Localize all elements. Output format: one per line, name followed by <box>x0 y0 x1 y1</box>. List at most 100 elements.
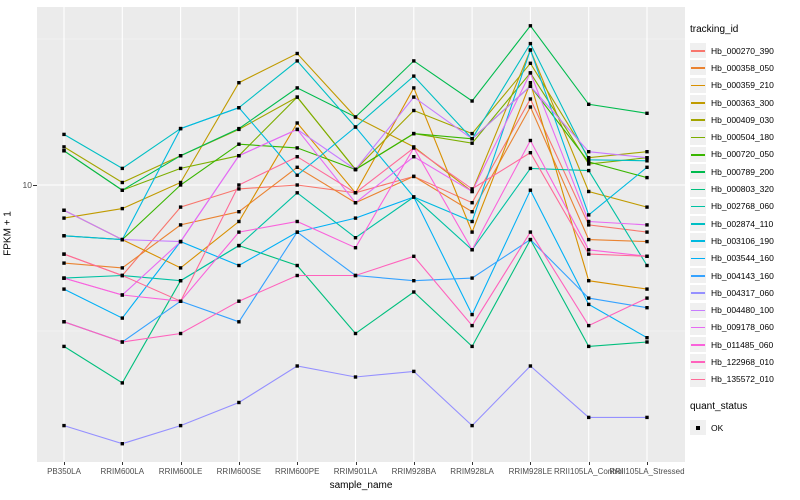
data-point-marker <box>237 187 241 191</box>
legend-entry-Hb_000803_320: Hb_000803_320 <box>690 180 800 197</box>
data-point-marker <box>120 442 124 446</box>
legend-entry-Hb_000270_390: Hb_000270_390 <box>690 42 800 59</box>
data-point-marker <box>178 223 183 227</box>
data-point-marker <box>645 205 649 209</box>
data-point-marker <box>470 219 474 224</box>
data-point-marker <box>295 146 299 150</box>
line-swatch-icon <box>690 337 706 353</box>
data-point-marker <box>120 206 124 211</box>
legend-entry-Hb_009178_060: Hb_009178_060 <box>690 319 800 336</box>
data-point-marker <box>470 423 474 428</box>
data-point-marker <box>587 252 591 256</box>
legend-entry-label: Hb_000720_050 <box>711 149 774 160</box>
data-point-marker <box>178 126 183 131</box>
data-point-marker <box>645 296 649 300</box>
x-tick <box>413 462 415 465</box>
x-tick <box>472 462 474 465</box>
line-swatch-icon <box>690 250 706 266</box>
data-point-marker <box>178 266 183 270</box>
data-point-marker <box>470 99 474 103</box>
data-point-marker <box>470 210 474 214</box>
data-point-marker <box>62 423 66 428</box>
data-point-marker <box>412 195 416 199</box>
data-point-marker <box>295 59 299 63</box>
legend-entry-label: Hb_009178_060 <box>711 322 774 333</box>
data-point-marker <box>528 97 533 101</box>
x-tick-label: RRIM901LA <box>333 467 378 476</box>
data-point-marker <box>353 331 358 336</box>
data-point-marker <box>237 154 241 158</box>
x-tick-label: RRIM928LA <box>450 467 494 476</box>
line-swatch-icon <box>690 198 706 214</box>
data-point-marker <box>62 261 66 265</box>
legend-entry-Hb_004317_060: Hb_004317_060 <box>690 284 800 301</box>
x-tick <box>64 462 65 465</box>
data-point-marker <box>528 230 533 234</box>
data-point-marker <box>470 276 474 280</box>
legend-entry-Hb_011485_060: Hb_011485_060 <box>690 336 800 353</box>
data-point-marker <box>353 201 358 205</box>
data-point-marker <box>587 237 591 242</box>
data-point-marker <box>412 155 416 159</box>
data-point-marker <box>295 191 299 195</box>
data-point-marker <box>62 145 66 149</box>
line-swatch-icon <box>690 112 706 128</box>
data-point-marker <box>120 381 124 385</box>
x-tick-label: RRII105LA_Stressed <box>609 467 685 476</box>
data-point-marker <box>295 121 299 125</box>
data-point-marker <box>178 423 183 428</box>
line-swatch-icon <box>690 302 706 318</box>
data-point-marker <box>587 168 591 173</box>
legend-panel: tracking_id Hb_000270_390 Hb_000358_050 Hb… <box>690 24 800 436</box>
data-point-marker <box>587 150 591 154</box>
data-point-marker <box>295 183 299 187</box>
data-point-marker <box>353 125 358 129</box>
data-point-marker <box>645 175 649 180</box>
line-swatch-icon <box>690 371 706 387</box>
data-point-marker <box>353 191 358 195</box>
data-point-marker <box>62 252 66 256</box>
data-point-marker <box>237 320 241 324</box>
data-point-marker <box>587 162 591 166</box>
line-swatch-icon <box>690 60 706 76</box>
legend-entry-label: Hb_000358_050 <box>711 62 774 73</box>
data-point-marker <box>237 142 241 146</box>
data-point-marker <box>587 156 591 160</box>
data-point-marker <box>237 219 241 224</box>
data-point-marker <box>528 61 533 65</box>
legend-quant-status: quant_status OK <box>690 401 800 436</box>
data-point-marker <box>295 95 299 99</box>
line-swatch-icon <box>690 233 706 249</box>
line-swatch-icon <box>690 181 706 197</box>
data-point-marker <box>120 293 124 297</box>
data-point-marker <box>237 81 241 85</box>
legend-title-tracking-id: tracking_id <box>690 24 739 35</box>
data-point-marker <box>178 331 183 336</box>
data-point-marker <box>528 81 533 85</box>
data-point-marker <box>470 248 474 252</box>
data-point-marker <box>645 223 649 227</box>
data-point-marker <box>295 263 299 268</box>
legend-entries: Hb_000270_390 Hb_000358_050 Hb_000359_210 H… <box>690 42 800 388</box>
legend-entry-Hb_000504_180: Hb_000504_180 <box>690 128 800 145</box>
data-point-marker <box>470 312 474 317</box>
data-point-marker <box>587 279 591 283</box>
x-tick-label: RRIM928BA <box>391 467 437 476</box>
legend-entry-Hb_000720_050: Hb_000720_050 <box>690 146 800 163</box>
data-point-marker <box>645 306 649 310</box>
data-point-marker <box>587 160 591 164</box>
x-tick-label: PB350LA <box>47 467 81 476</box>
data-point-marker <box>645 336 649 340</box>
data-point-marker <box>645 254 649 258</box>
data-point-marker <box>237 400 241 405</box>
legend-entry-label: Hb_011485_060 <box>711 339 774 350</box>
data-point-marker <box>528 188 533 192</box>
data-point-marker <box>645 159 649 163</box>
data-point-marker <box>412 146 416 150</box>
data-point-marker <box>412 254 416 258</box>
data-point-marker <box>587 323 591 328</box>
data-point-marker <box>353 375 358 379</box>
x-tick-label: RRIM600PE <box>274 467 320 476</box>
legend-entry-Hb_003544_160: Hb_003544_160 <box>690 250 800 267</box>
line-swatch-icon <box>690 268 706 283</box>
